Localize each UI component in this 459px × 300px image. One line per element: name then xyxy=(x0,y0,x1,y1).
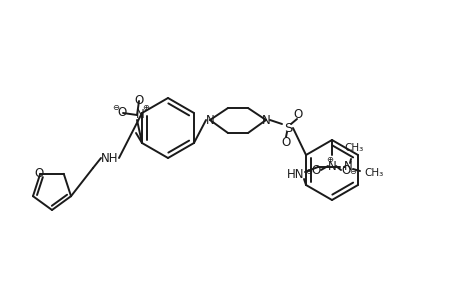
Text: N: N xyxy=(135,109,144,122)
Text: O: O xyxy=(134,94,143,106)
Text: HN: HN xyxy=(286,169,304,182)
Text: N: N xyxy=(261,113,270,127)
Text: N: N xyxy=(327,160,336,172)
Text: ⊖: ⊖ xyxy=(305,167,312,176)
Text: N: N xyxy=(205,113,214,127)
Text: O: O xyxy=(311,164,320,176)
Text: O: O xyxy=(281,136,290,148)
Text: O: O xyxy=(341,164,350,176)
Text: CH₃: CH₃ xyxy=(364,168,383,178)
Text: ⊕: ⊕ xyxy=(142,103,149,112)
Text: O: O xyxy=(34,167,44,180)
Text: ⊖: ⊖ xyxy=(112,103,119,112)
Text: CH₃: CH₃ xyxy=(344,143,363,153)
Text: ⊖: ⊖ xyxy=(349,167,356,176)
Text: ⊕: ⊕ xyxy=(326,154,333,164)
Text: NH: NH xyxy=(101,152,118,164)
Text: N: N xyxy=(343,160,352,173)
Text: O: O xyxy=(117,106,126,119)
Text: O: O xyxy=(293,107,302,121)
Text: S: S xyxy=(283,122,291,134)
